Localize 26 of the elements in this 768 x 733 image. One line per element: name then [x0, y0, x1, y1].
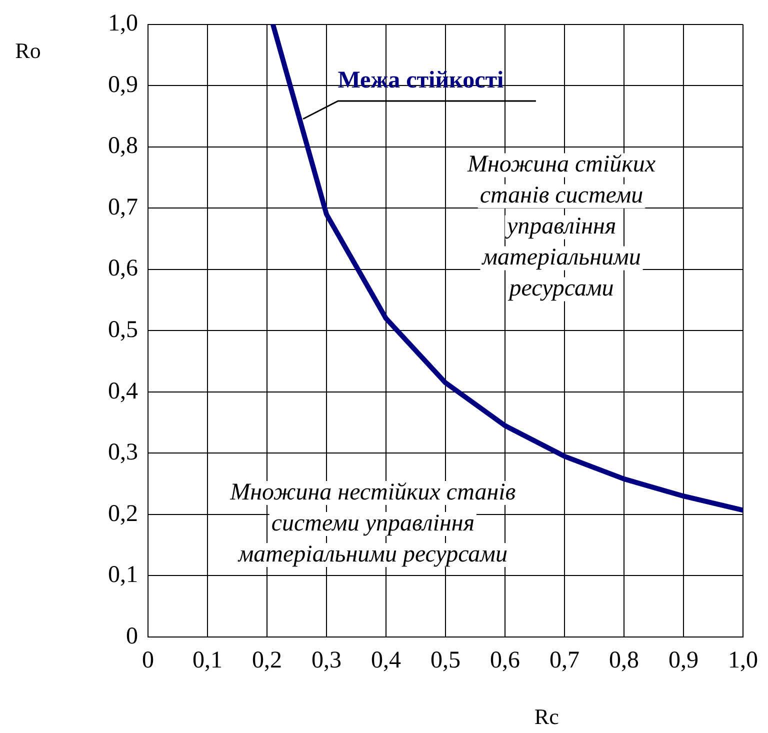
x-tick-label: 0,2	[252, 648, 282, 674]
x-tick-label: 1,0	[728, 648, 758, 674]
y-tick-label: 0,6	[108, 256, 138, 282]
y-tick-label: 0,7	[108, 194, 138, 220]
y-tick-label: 1,0	[108, 10, 138, 37]
annotation: Множина стійких станів системи управління матеріальними ресурсами	[466, 152, 656, 302]
annotation: Множина нестійких станів системи управління матеріальними ресурсами	[229, 479, 516, 568]
y-tick-label: 0,1	[108, 562, 138, 588]
x-axis-title: Rc	[534, 704, 560, 729]
x-tick-label: 0,5	[430, 648, 460, 674]
y-tick-label: 0,2	[108, 500, 138, 527]
y-axis-title: Ro	[15, 38, 41, 64]
y-tick-label: 0,3	[108, 440, 138, 466]
x-tick-label: 0	[142, 648, 154, 674]
x-tick-label: 0,1	[192, 648, 222, 674]
x-tick-label: 0,3	[312, 648, 342, 674]
x-tick-label: 0,6	[490, 648, 520, 674]
y-tick-label: 0,5	[108, 316, 138, 343]
x-tick-label: 0,4	[371, 648, 401, 674]
y-tick-label: 0,8	[108, 133, 138, 160]
x-tick-label: 0,9	[668, 648, 698, 674]
y-tick-label: 0	[126, 623, 138, 650]
x-tick-label: 0,8	[609, 648, 639, 674]
x-tick-label: 0,7	[550, 648, 580, 674]
y-tick-label: 0,4	[108, 378, 138, 404]
y-tick-label: 0,9	[108, 72, 138, 98]
